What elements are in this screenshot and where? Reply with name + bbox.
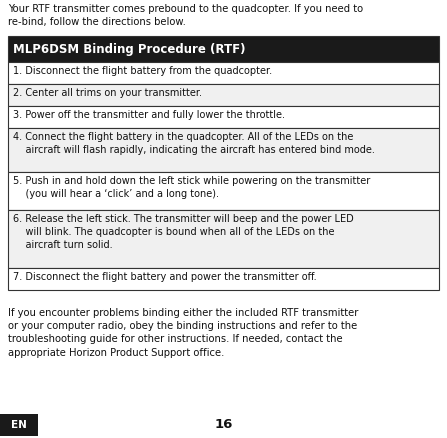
- Bar: [8, 172, 439, 210]
- Bar: [8, 36, 439, 62]
- Bar: [8, 128, 439, 172]
- Text: 1. Disconnect the flight battery from the quadcopter.: 1. Disconnect the flight battery from th…: [13, 66, 272, 76]
- Text: 4. Connect the flight battery in the quadcopter. All of the LEDs on the
    airc: 4. Connect the flight battery in the qua…: [13, 132, 375, 155]
- Bar: [8, 62, 439, 84]
- Text: 3. Power off the transmitter and fully lower the throttle.: 3. Power off the transmitter and fully l…: [13, 110, 285, 120]
- Text: 16: 16: [214, 418, 233, 431]
- Bar: [8, 106, 439, 128]
- Bar: [0, 414, 38, 436]
- Text: MLP6DSM Binding Procedure (RTF): MLP6DSM Binding Procedure (RTF): [13, 42, 245, 56]
- Text: If you encounter problems binding either the included RTF transmitter
or your co: If you encounter problems binding either…: [8, 308, 358, 357]
- Text: 6. Release the left stick. The transmitter will beep and the power LED
    will : 6. Release the left stick. The transmitt…: [13, 214, 354, 250]
- Bar: [8, 268, 439, 290]
- Bar: [8, 84, 439, 106]
- Bar: [8, 210, 439, 268]
- Text: 7. Disconnect the flight battery and power the transmitter off.: 7. Disconnect the flight battery and pow…: [13, 272, 316, 282]
- Text: Your RTF transmitter comes prebound to the quadcopter. If you need to
re-bind, f: Your RTF transmitter comes prebound to t…: [8, 4, 363, 27]
- Text: 5. Push in and hold down the left stick while powering on the transmitter
    (y: 5. Push in and hold down the left stick …: [13, 176, 370, 199]
- Text: EN: EN: [11, 420, 27, 430]
- Text: 2. Center all trims on your transmitter.: 2. Center all trims on your transmitter.: [13, 88, 202, 98]
